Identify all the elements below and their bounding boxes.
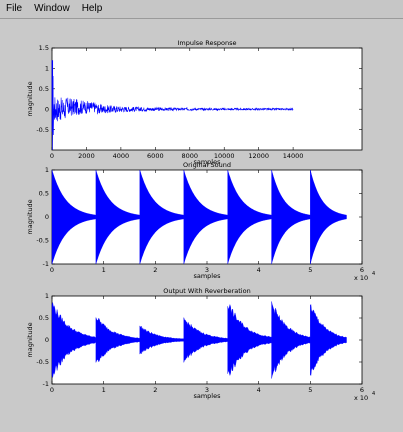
x-tick-label: 14000 [283, 152, 304, 160]
y-tick-label: 0.5 [39, 190, 49, 198]
x-tick-label: 8000 [182, 152, 199, 160]
y-axis-label-1: magnitude [26, 81, 34, 116]
x-tick-label: 1 [102, 386, 106, 394]
x-axis-label-1: samples [193, 158, 221, 166]
y-axis-label-3: magnitude [26, 322, 34, 357]
x-tick-label: 6000 [147, 152, 164, 160]
plot-title-3: Output With Reverberation [163, 287, 250, 295]
impulse-response-line [51, 61, 294, 151]
x-tick-label: 1 [102, 266, 106, 274]
y-tick-label: 1 [45, 65, 49, 73]
x-tick-label: 2 [153, 386, 157, 394]
x-tick-label: 2 [153, 266, 157, 274]
plot-title-2: Original Sound [183, 161, 231, 169]
signal-burst [310, 303, 347, 377]
x-exponent-label: x 10 [354, 394, 368, 402]
y-tick-label: -1 [43, 260, 49, 268]
axes-1 [51, 47, 363, 151]
x-exponent-power: 4 [372, 271, 375, 277]
y-tick-label: 1.5 [39, 44, 49, 52]
x-tick-label: 3 [205, 266, 209, 274]
y-tick-label: 0.5 [39, 85, 49, 93]
y-tick-label: -1 [43, 380, 49, 388]
x-tick-label: 4 [257, 266, 261, 274]
y-tick-label: 0 [45, 105, 49, 113]
x-axis-label-3: samples [193, 392, 221, 400]
x-tick-label: 5 [308, 386, 312, 394]
x-exponent-power: 4 [372, 391, 375, 397]
y-tick-label: -0.5 [36, 237, 49, 245]
y-axis-label-2: magnitude [26, 199, 34, 234]
y-tick-label: -0.5 [36, 126, 49, 134]
y-tick-label: 0 [45, 336, 49, 344]
x-tick-label: 6 [360, 386, 364, 394]
x-tick-label: 6 [360, 266, 364, 274]
x-tick-label: 0 [50, 386, 54, 394]
x-tick-label: 12000 [248, 152, 269, 160]
x-axis-label-2: samples [193, 272, 221, 280]
x-tick-label: 0 [50, 152, 54, 160]
y-tick-label: 1 [45, 166, 49, 174]
x-tick-label: 3 [205, 386, 209, 394]
signal-burst [310, 169, 347, 265]
y-tick-label: 0.5 [39, 314, 49, 322]
x-tick-label: 10000 [214, 152, 235, 160]
x-exponent-label: x 10 [354, 274, 368, 282]
plot-title-1: Impulse Response [178, 39, 237, 47]
y-tick-label: -0.5 [36, 358, 49, 366]
menu-bar: File Window Help [0, 0, 403, 19]
y-tick-label: 0 [45, 213, 49, 221]
figure-canvas: Impulse Response 0 2000 4000 6000 8000 10000 12… [4, 20, 399, 428]
x-tick-label: 4 [257, 386, 261, 394]
menu-window[interactable]: Window [34, 3, 70, 14]
x-tick-label: 5 [308, 266, 312, 274]
x-tick-label: 2000 [78, 152, 95, 160]
menu-file[interactable]: File [6, 3, 23, 14]
y-tick-label: 1 [45, 292, 49, 300]
menu-help[interactable]: Help [81, 3, 103, 14]
x-tick-label: 4000 [113, 152, 130, 160]
x-tick-label: 0 [50, 266, 54, 274]
